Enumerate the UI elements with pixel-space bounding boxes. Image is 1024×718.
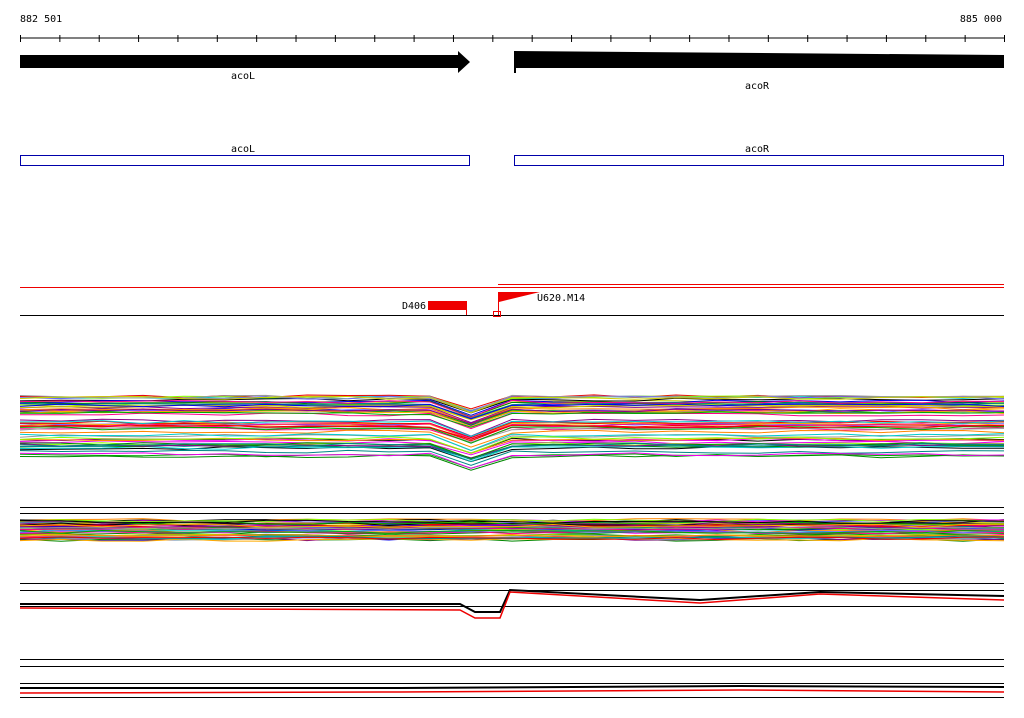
- ruler-end: 885 000: [960, 14, 1002, 25]
- signal-line: [19, 433, 1005, 452]
- gene-box-label: acoR: [745, 144, 770, 155]
- signal-line: [19, 395, 1005, 411]
- gene-box-label: acoL: [231, 144, 255, 155]
- feature-flag[interactable]: [499, 292, 540, 302]
- signal-line: [19, 411, 1005, 428]
- gene-box[interactable]: [20, 155, 470, 166]
- signal-line: [19, 418, 1005, 437]
- gene-arrow[interactable]: [514, 51, 1004, 73]
- signal-line: [19, 395, 1005, 414]
- signal-line: [19, 452, 1005, 469]
- feature-label: D406: [402, 301, 426, 312]
- signal-line: [19, 591, 1005, 619]
- signal-line: [19, 440, 1005, 456]
- signal-tracks: [19, 394, 1005, 698]
- gene-label: acoL: [231, 71, 255, 82]
- signal-line: [20, 684, 1005, 689]
- signal-line: [19, 533, 1005, 538]
- feature[interactable]: [428, 301, 466, 310]
- signal-line: [19, 436, 1005, 454]
- signal-line: [19, 446, 1005, 463]
- ruler-ticks: [20, 35, 1005, 42]
- signal-line: [19, 420, 1005, 439]
- signal-line: [19, 519, 1005, 524]
- signal-line: [19, 394, 1004, 413]
- ruler-start: 882 501: [20, 14, 62, 25]
- signal-line: [19, 433, 1005, 451]
- signal-line: [20, 588, 1005, 613]
- signal-line: [19, 536, 1005, 541]
- signal-line: [19, 420, 1005, 437]
- signal-line: [19, 526, 1005, 531]
- gene-box[interactable]: [514, 155, 1004, 166]
- gene-label: acoR: [745, 81, 770, 92]
- signal-line: [19, 518, 1005, 523]
- signal-line: [19, 442, 1005, 461]
- signal-line: [19, 408, 1005, 425]
- signal-line: [19, 454, 1005, 471]
- feature-label: U620.M14: [537, 293, 585, 304]
- signal-line: [19, 529, 1005, 534]
- signal-line: [19, 410, 1005, 427]
- signal-line: [19, 403, 1005, 420]
- signal-line: [19, 524, 1005, 529]
- signal-line: [19, 689, 1005, 694]
- gene-arrow-end: [514, 51, 516, 73]
- gene-arrow[interactable]: [20, 51, 470, 73]
- signal-line: [19, 429, 1005, 448]
- signal-line: [19, 523, 1005, 528]
- signal-line: [19, 406, 1005, 425]
- signal-line: [19, 399, 1005, 418]
- signal-line: [19, 424, 1005, 440]
- flag-base: [493, 311, 501, 317]
